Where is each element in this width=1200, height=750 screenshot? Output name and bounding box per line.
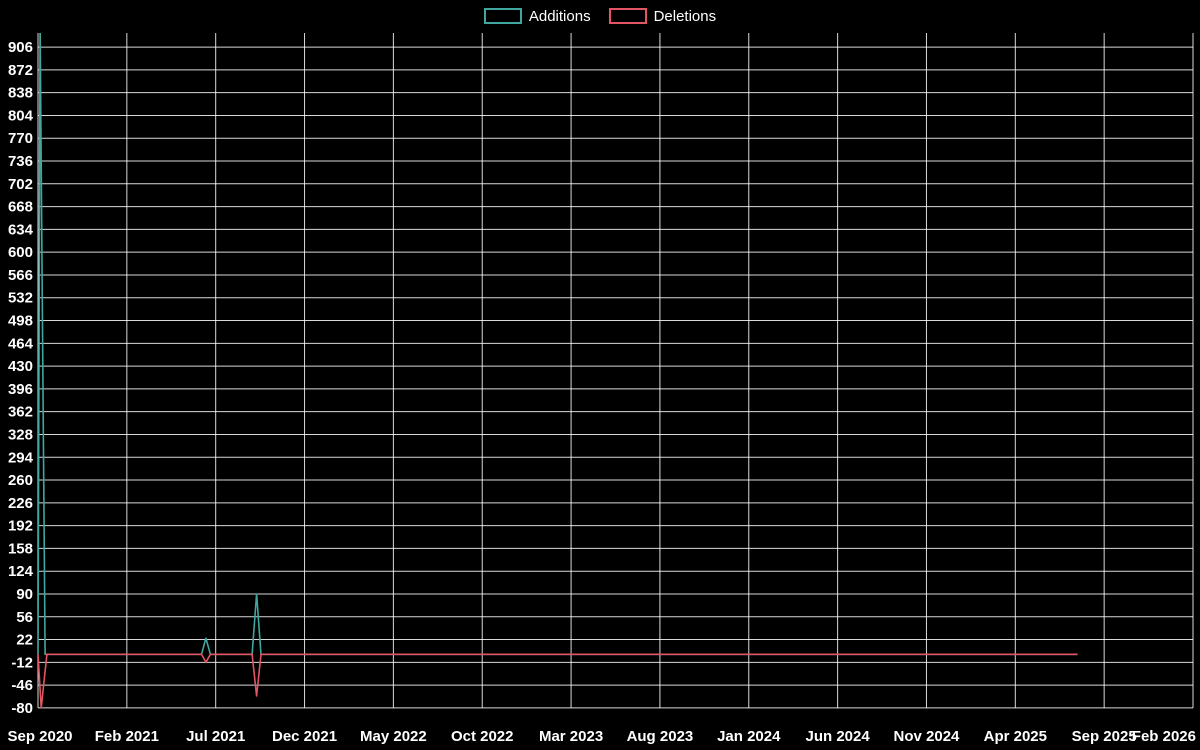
y-tick-label: 770 <box>8 130 33 147</box>
x-tick-label: Sep 2020 <box>7 728 72 745</box>
x-tick-label: Jan 2024 <box>717 728 781 745</box>
x-tick-label: Apr 2025 <box>984 728 1047 745</box>
x-tick-label: Mar 2023 <box>539 728 603 745</box>
x-axis-labels: Sep 2020 Feb 2021 Jul 2021 Dec 2021 May 2022… <box>7 728 1196 745</box>
x-tick-label: Nov 2024 <box>894 728 961 745</box>
y-tick-label: 158 <box>8 540 33 557</box>
y-tick-label: 736 <box>8 153 33 170</box>
x-tick-label: Feb 2026 <box>1132 728 1196 745</box>
y-axis-labels: -80 -46 -12 22 56 90 124 158 192 226 260 294 328 362 3… <box>8 39 34 717</box>
y-tick-label: 430 <box>8 358 33 375</box>
x-tick-label: Aug 2023 <box>627 728 694 745</box>
x-tick-label: May 2022 <box>360 728 427 745</box>
series-lines <box>38 33 1078 709</box>
y-tick-label: 838 <box>8 85 33 102</box>
y-tick-label: 804 <box>8 107 34 124</box>
y-tick-label: 328 <box>8 426 33 443</box>
legend-item-additions[interactable]: Additions <box>483 7 591 25</box>
y-tick-label: 124 <box>8 563 34 580</box>
y-tick-label: 22 <box>16 632 33 649</box>
y-tick-label: 90 <box>16 586 33 603</box>
chart-legend: Additions Deletions <box>0 8 1200 24</box>
y-tick-label: -46 <box>11 677 33 694</box>
y-tick-label: 56 <box>16 609 33 626</box>
y-tick-label: 260 <box>8 472 33 489</box>
x-tick-label: Oct 2022 <box>451 728 514 745</box>
y-tick-label: 498 <box>8 313 33 330</box>
x-tick-label: Dec 2021 <box>272 728 337 745</box>
y-tick-label: 294 <box>8 449 34 466</box>
y-tick-label: -80 <box>11 700 33 717</box>
x-tick-label: Sep 2025 <box>1072 728 1137 745</box>
y-tick-label: 702 <box>8 176 33 193</box>
x-tick-label: Feb 2021 <box>95 728 159 745</box>
y-tick-label: 464 <box>8 335 34 352</box>
y-tick-label: -12 <box>11 654 33 671</box>
y-tick-label: 362 <box>8 404 33 421</box>
legend-item-deletions[interactable]: Deletions <box>608 7 717 25</box>
y-tick-label: 668 <box>8 199 33 216</box>
y-tick-label: 226 <box>8 495 33 512</box>
gridlines <box>37 33 1194 709</box>
legend-label-deletions: Deletions <box>653 7 717 25</box>
y-tick-label: 566 <box>8 267 33 284</box>
y-tick-label: 906 <box>8 39 33 56</box>
additions-swatch-icon <box>483 8 522 24</box>
y-tick-label: 192 <box>8 518 33 535</box>
y-tick-label: 634 <box>8 221 34 238</box>
series-line-deletions <box>38 653 1078 709</box>
y-tick-label: 600 <box>8 244 33 261</box>
y-tick-label: 532 <box>8 290 33 307</box>
series-line-additions <box>38 33 1078 656</box>
legend-label-additions: Additions <box>528 7 591 25</box>
x-tick-label: Jun 2024 <box>806 728 871 745</box>
x-tick-label: Jul 2021 <box>186 728 245 745</box>
deletions-swatch-icon <box>608 8 647 24</box>
y-tick-label: 396 <box>8 381 33 398</box>
y-tick-label: 872 <box>8 62 33 79</box>
